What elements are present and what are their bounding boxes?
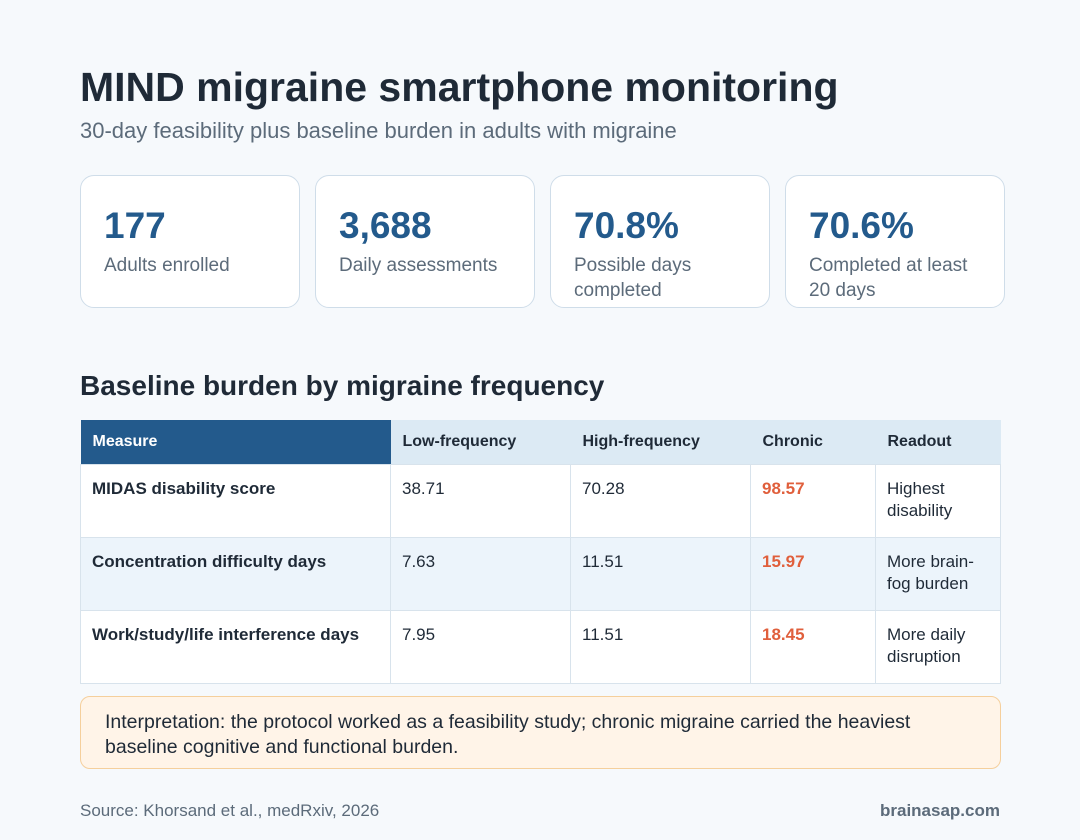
stat-card-enrolled: 177 Adults enrolled xyxy=(80,175,300,308)
table-row: MIDAS disability score 38.71 70.28 98.57… xyxy=(80,464,1001,538)
column-header-chronic: Chronic xyxy=(750,420,876,465)
measure-cell: Work/study/life interference days xyxy=(80,610,391,684)
measure-cell: MIDAS disability score xyxy=(80,464,391,538)
page-subtitle: 30-day feasibility plus baseline burden … xyxy=(80,118,677,143)
high-frequency-cell: 70.28 xyxy=(570,464,751,538)
burden-table: Measure Low-frequency High-frequency Chr… xyxy=(80,420,1001,684)
stat-label: Possible days completed xyxy=(574,255,692,301)
column-header-measure: Measure xyxy=(80,420,391,465)
column-header-high-frequency: High-frequency xyxy=(570,420,751,465)
low-frequency-cell: 7.95 xyxy=(390,610,571,684)
stat-value: 177 xyxy=(104,205,166,246)
stat-label: Adults enrolled xyxy=(104,255,230,276)
chronic-cell: 15.97 xyxy=(750,537,876,611)
readout-cell: More brain-fog burden xyxy=(875,537,1001,611)
stat-card-days-completed: 70.8% Possible days completed xyxy=(550,175,770,308)
measure-cell: Concentration difficulty days xyxy=(80,537,391,611)
chronic-cell: 18.45 xyxy=(750,610,876,684)
low-frequency-cell: 38.71 xyxy=(390,464,571,538)
brand-link[interactable]: brainasap.com xyxy=(880,801,1000,820)
stat-value: 3,688 xyxy=(339,205,432,246)
table-row: Concentration difficulty days 7.63 11.51… xyxy=(80,537,1001,611)
stat-card-assessments: 3,688 Daily assessments xyxy=(315,175,535,308)
column-header-low-frequency: Low-frequency xyxy=(390,420,571,465)
readout-cell: More daily disruption xyxy=(875,610,1001,684)
high-frequency-cell: 11.51 xyxy=(570,537,751,611)
stat-cards: 177 Adults enrolled 3,688 Daily assessme… xyxy=(80,175,1006,308)
chronic-cell: 98.57 xyxy=(750,464,876,538)
stat-label: Completed at least 20 days xyxy=(809,255,968,301)
interpretation-note: Interpretation: the protocol worked as a… xyxy=(80,696,1001,769)
column-header-readout: Readout xyxy=(875,420,1001,465)
stat-label: Daily assessments xyxy=(339,255,498,276)
table-row: Work/study/life interference days 7.95 1… xyxy=(80,610,1001,684)
section-title: Baseline burden by migraine frequency xyxy=(80,370,605,401)
stat-value: 70.8% xyxy=(574,205,679,246)
stat-value: 70.6% xyxy=(809,205,914,246)
readout-cell: Highest disability xyxy=(875,464,1001,538)
source-citation: Source: Khorsand et al., medRxiv, 2026 xyxy=(80,801,380,820)
page-title: MIND migraine smartphone monitoring xyxy=(80,64,839,110)
table-header-row: Measure Low-frequency High-frequency Chr… xyxy=(80,420,1001,465)
low-frequency-cell: 7.63 xyxy=(390,537,571,611)
high-frequency-cell: 11.51 xyxy=(570,610,751,684)
stat-card-completed-20-days: 70.6% Completed at least 20 days xyxy=(785,175,1005,308)
